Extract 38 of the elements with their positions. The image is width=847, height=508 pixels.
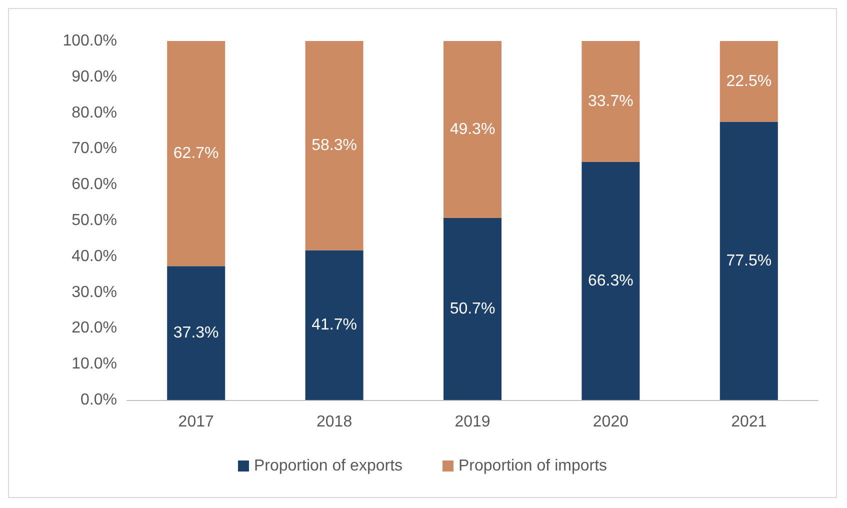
- data-label: 66.3%: [588, 272, 634, 290]
- x-tick-label: 2019: [454, 414, 490, 430]
- y-tick-label: 70.0%: [72, 140, 117, 158]
- bar: [444, 218, 502, 400]
- y-tick-label: 10.0%: [72, 356, 117, 373]
- bar: [720, 41, 778, 122]
- legend-label: Proportion of imports: [458, 458, 608, 474]
- bar: [167, 266, 226, 400]
- data-label: 41.7%: [312, 316, 357, 334]
- data-label: 37.3%: [173, 324, 219, 342]
- data-label: 33.7%: [588, 92, 634, 110]
- data-label: 49.3%: [450, 120, 496, 138]
- data-label: 62.7%: [173, 145, 219, 162]
- y-tick-label: 60.0%: [72, 176, 117, 194]
- x-tick-label: 2018: [316, 414, 352, 430]
- data-label: 50.7%: [450, 300, 496, 318]
- legend-label: Proportion of exports: [254, 458, 403, 474]
- bar: [305, 250, 364, 400]
- bar: [167, 41, 226, 266]
- y-tick-label: 50.0%: [72, 212, 117, 229]
- y-tick-label: 80.0%: [72, 104, 117, 122]
- y-tick-label: 100.0%: [62, 32, 117, 50]
- bar: [720, 122, 778, 400]
- y-tick-label: 40.0%: [72, 248, 117, 265]
- bar: [582, 162, 640, 400]
- bar: [305, 41, 364, 250]
- y-tick-label: 30.0%: [72, 284, 117, 301]
- x-tick-label: 2017: [178, 414, 214, 430]
- data-label: 77.5%: [726, 252, 772, 270]
- x-tick-label: 2021: [731, 414, 767, 430]
- y-tick-label: 0.0%: [80, 392, 117, 408]
- data-label: 22.5%: [726, 72, 772, 90]
- bar: [444, 41, 502, 218]
- data-label: 58.3%: [312, 137, 357, 154]
- y-tick-label: 90.0%: [72, 68, 117, 86]
- bar: [582, 41, 640, 162]
- x-tick-label: 2020: [592, 414, 629, 430]
- y-tick-label: 20.0%: [72, 320, 117, 337]
